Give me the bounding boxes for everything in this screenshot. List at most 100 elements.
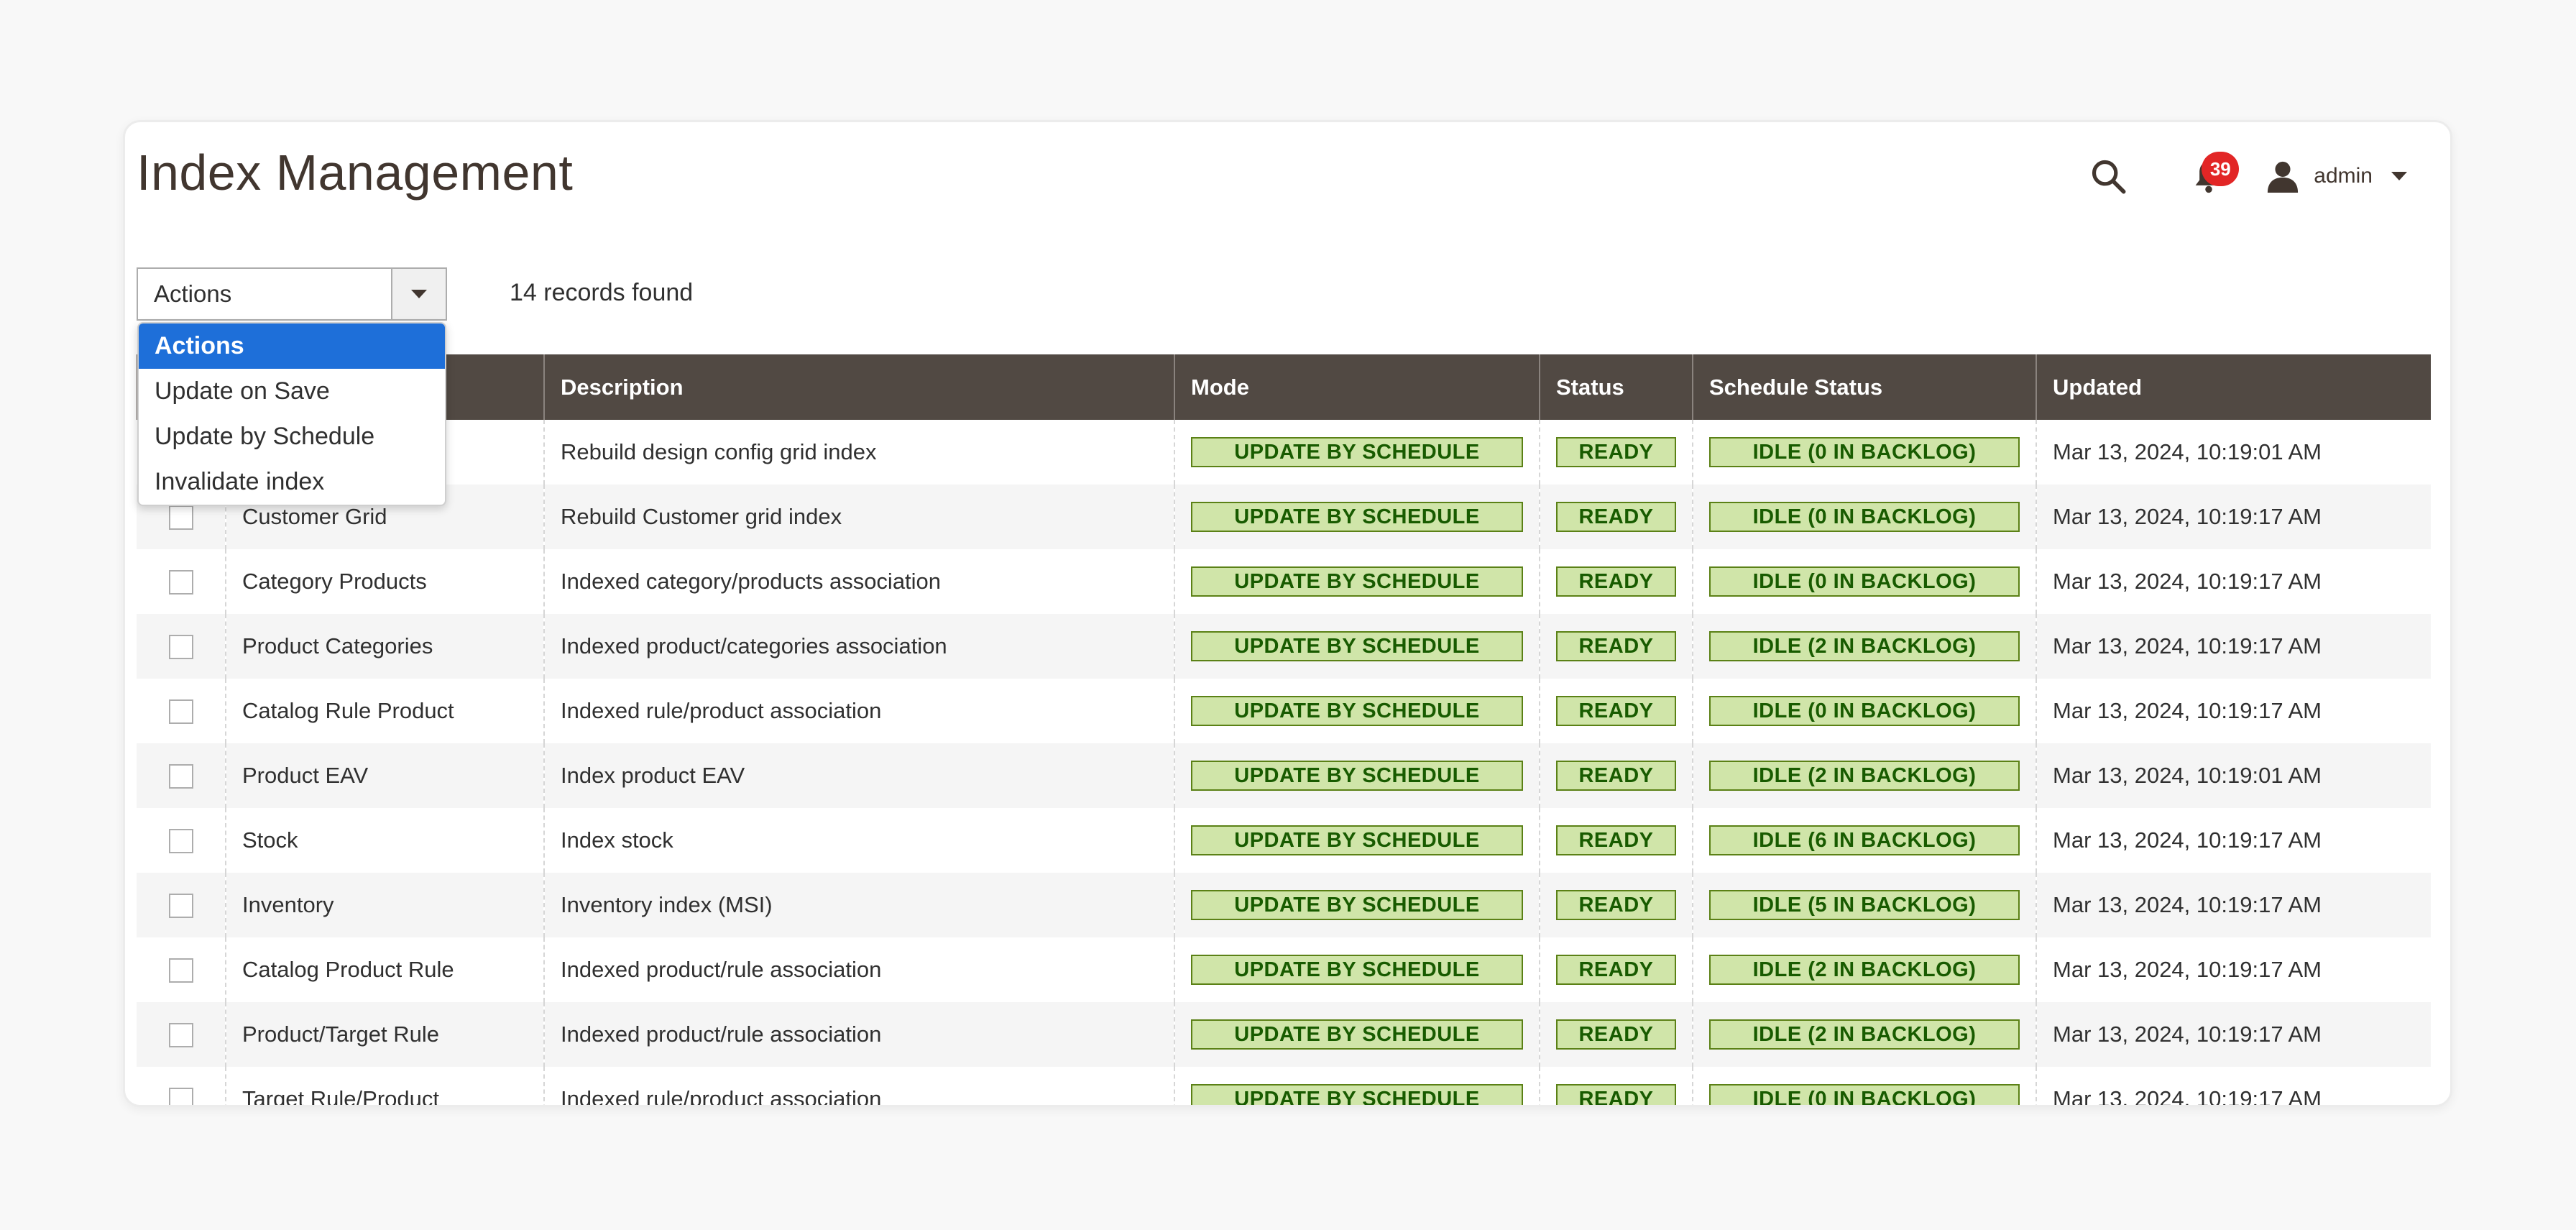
updated-cell: Mar 13, 2024, 10:19:17 AM [2036, 485, 2431, 549]
row-checkbox[interactable] [168, 1023, 193, 1048]
actions-option-update-by-schedule[interactable]: Update by Schedule [155, 423, 375, 450]
column-header-description[interactable]: Description [543, 354, 1174, 420]
user-account-menu[interactable]: admin [2266, 147, 2407, 205]
row-checkbox[interactable] [168, 958, 193, 983]
indexer-grid: Indexer Description Mode Status Schedule… [137, 354, 2431, 1105]
description-cell: Indexed product/rule association [543, 937, 1174, 1002]
status-badge: READY [1556, 1084, 1676, 1105]
status-cell: READY [1539, 614, 1693, 679]
mode-cell: UPDATE BY SCHEDULE [1174, 420, 1540, 485]
row-checkbox[interactable] [168, 505, 193, 531]
schedule-status-badge: IDLE (0 IN BACKLOG) [1709, 566, 2020, 597]
table-row: Catalog Rule Product Indexed rule/product… [137, 679, 2431, 743]
mode-cell: UPDATE BY SCHEDULE [1174, 485, 1540, 549]
description-cell: Indexed category/products association [543, 549, 1174, 614]
description-cell: Index product EAV [543, 743, 1174, 808]
row-select-cell [137, 808, 226, 873]
schedule-status-cell: IDLE (0 IN BACKLOG) [1692, 679, 2036, 743]
row-checkbox[interactable] [168, 570, 193, 595]
schedule-status-badge: IDLE (2 IN BACKLOG) [1709, 631, 2020, 661]
row-checkbox[interactable] [168, 1088, 193, 1105]
column-header-status[interactable]: Status [1539, 354, 1693, 420]
schedule-status-badge: IDLE (2 IN BACKLOG) [1709, 761, 2020, 791]
status-cell: READY [1539, 549, 1693, 614]
mode-cell: UPDATE BY SCHEDULE [1174, 1067, 1540, 1105]
index-management-panel: Index Management 39 admin Actions [123, 120, 2452, 1107]
actions-select-value: Actions [154, 280, 232, 307]
row-checkbox[interactable] [168, 764, 193, 789]
status-cell: READY [1539, 1067, 1693, 1105]
row-checkbox[interactable] [168, 829, 193, 854]
status-cell: READY [1539, 1002, 1693, 1067]
status-badge: READY [1556, 761, 1676, 791]
indexer-cell: Inventory [225, 873, 544, 937]
indexer-cell: Product/Target Rule [225, 1002, 544, 1067]
notifications-button[interactable]: 39 [2180, 147, 2240, 205]
actions-dropdown-menu: Actions Update on Save Update by Schedul… [137, 322, 446, 506]
user-name: admin [2314, 164, 2373, 188]
row-checkbox[interactable] [168, 699, 193, 725]
mode-cell: UPDATE BY SCHEDULE [1174, 873, 1540, 937]
schedule-status-cell: IDLE (2 IN BACKLOG) [1692, 743, 2036, 808]
table-row: Product Categories Indexed product/catego… [137, 614, 2431, 679]
schedule-status-badge: IDLE (0 IN BACKLOG) [1709, 437, 2020, 467]
status-badge: READY [1556, 696, 1676, 726]
mode-badge: UPDATE BY SCHEDULE [1191, 502, 1523, 532]
table-row: Target Rule/Product Indexed rule/product … [137, 1067, 2431, 1105]
mode-badge: UPDATE BY SCHEDULE [1191, 955, 1523, 985]
column-header-mode[interactable]: Mode [1174, 354, 1540, 420]
schedule-status-cell: IDLE (2 IN BACKLOG) [1692, 1002, 2036, 1067]
schedule-status-badge: IDLE (2 IN BACKLOG) [1709, 955, 2020, 985]
page-title: Index Management [137, 144, 574, 201]
actions-select[interactable]: Actions [137, 267, 447, 321]
status-cell: READY [1539, 873, 1693, 937]
updated-cell: Mar 13, 2024, 10:19:17 AM [2036, 873, 2431, 937]
schedule-status-badge: IDLE (6 IN BACKLOG) [1709, 825, 2020, 855]
status-cell: READY [1539, 485, 1693, 549]
mode-cell: UPDATE BY SCHEDULE [1174, 1002, 1540, 1067]
description-cell: Indexed rule/product association [543, 1067, 1174, 1105]
user-icon [2268, 161, 2299, 193]
mode-badge: UPDATE BY SCHEDULE [1191, 696, 1523, 726]
indexer-cell: Catalog Rule Product [225, 679, 544, 743]
description-cell: Inventory index (MSI) [543, 873, 1174, 937]
indexer-cell: Category Products [225, 549, 544, 614]
updated-cell: Mar 13, 2024, 10:19:17 AM [2036, 937, 2431, 1002]
updated-cell: Mar 13, 2024, 10:19:01 AM [2036, 743, 2431, 808]
table-row: Inventory Inventory index (MSI) UPDATE BY … [137, 873, 2431, 937]
schedule-status-badge: IDLE (2 IN BACKLOG) [1709, 1019, 2020, 1050]
row-checkbox[interactable] [168, 894, 193, 919]
actions-option-invalidate-index[interactable]: Invalidate index [155, 468, 325, 495]
description-cell: Index stock [543, 808, 1174, 873]
status-badge: READY [1556, 1019, 1676, 1050]
table-row: Product EAV Index product EAV UPDATE BY SC… [137, 743, 2431, 808]
row-select-cell [137, 937, 226, 1002]
status-badge: READY [1556, 437, 1676, 467]
records-found: 14 records found [510, 279, 694, 306]
description-cell: Rebuild design config grid index [543, 420, 1174, 485]
search-button[interactable] [2079, 147, 2137, 205]
updated-cell: Mar 13, 2024, 10:19:17 AM [2036, 549, 2431, 614]
mode-badge: UPDATE BY SCHEDULE [1191, 437, 1523, 467]
column-header-updated[interactable]: Updated [2036, 354, 2431, 420]
row-checkbox[interactable] [168, 635, 193, 660]
schedule-status-cell: IDLE (0 IN BACKLOG) [1692, 549, 2036, 614]
search-icon [2092, 160, 2126, 194]
mode-badge: UPDATE BY SCHEDULE [1191, 1084, 1523, 1105]
updated-cell: Mar 13, 2024, 10:19:17 AM [2036, 1002, 2431, 1067]
status-badge: READY [1556, 825, 1676, 855]
description-cell: Indexed product/categories association [543, 614, 1174, 679]
notification-count-badge: 39 [2202, 152, 2240, 186]
actions-option-placeholder[interactable]: Actions [139, 323, 445, 369]
mode-cell: UPDATE BY SCHEDULE [1174, 808, 1540, 873]
actions-select-toggle[interactable] [391, 269, 446, 319]
updated-cell: Mar 13, 2024, 10:19:17 AM [2036, 1067, 2431, 1105]
schedule-status-cell: IDLE (2 IN BACKLOG) [1692, 614, 2036, 679]
column-header-schedule-status[interactable]: Schedule Status [1692, 354, 2036, 420]
status-cell: READY [1539, 743, 1693, 808]
actions-option-update-on-save[interactable]: Update on Save [155, 377, 330, 405]
chevron-down-icon [2391, 172, 2407, 180]
row-select-cell [137, 549, 226, 614]
row-select-cell [137, 743, 226, 808]
